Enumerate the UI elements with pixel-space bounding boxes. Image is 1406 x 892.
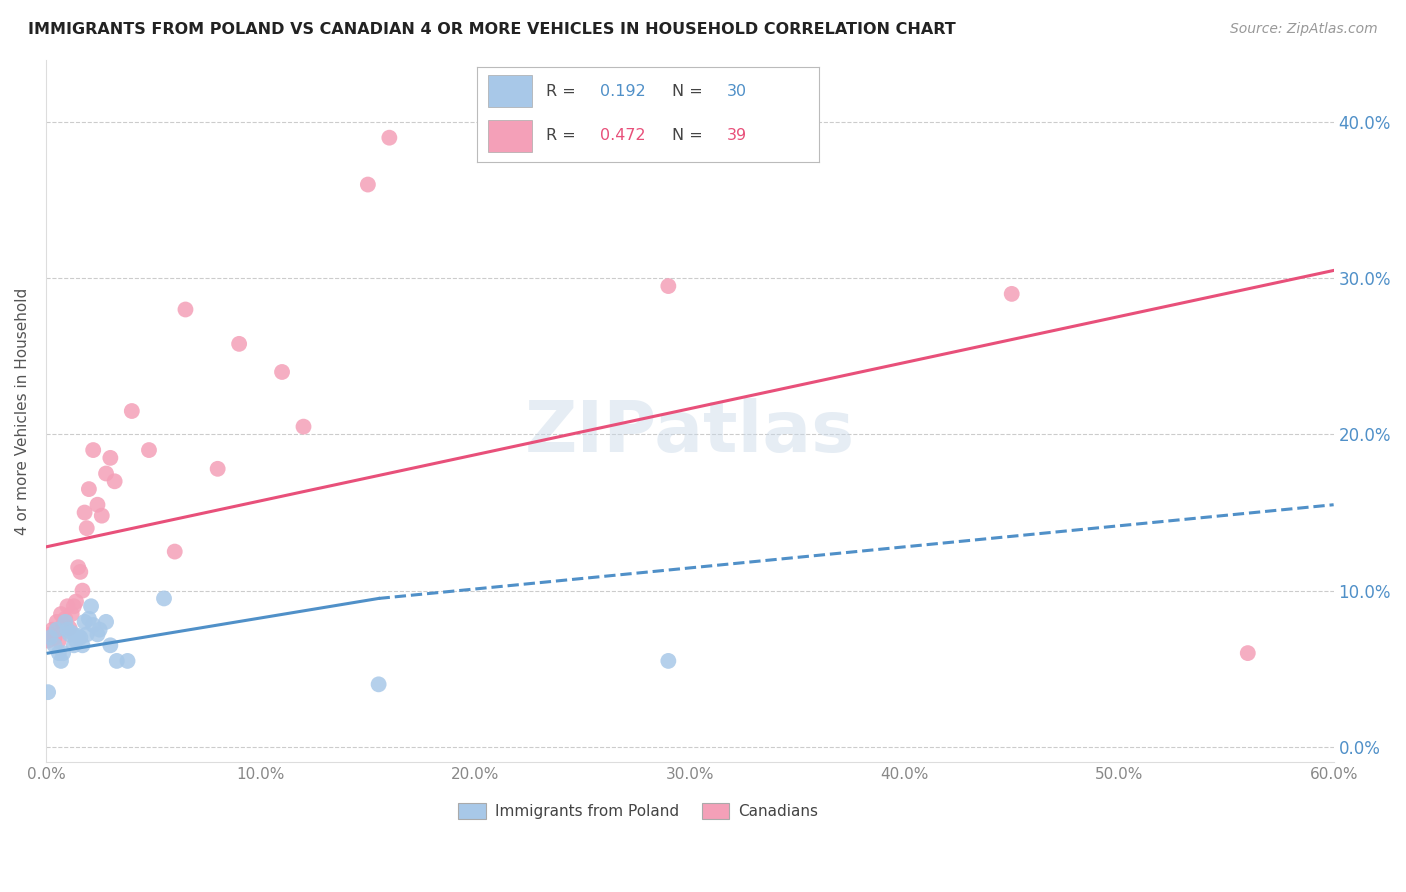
Point — [48, 633, 70, 648]
Point — [58, 621, 80, 635]
Point — [37, 685, 59, 699]
Point — [1001, 286, 1024, 301]
Point — [49, 607, 72, 621]
Point — [41, 623, 63, 637]
Point — [69, 631, 91, 645]
Point — [67, 560, 90, 574]
Point — [52, 646, 75, 660]
Point — [45, 623, 67, 637]
Point — [65, 633, 87, 648]
Point — [53, 615, 76, 629]
Text: IMMIGRANTS FROM POLAND VS CANADIAN 4 OR MORE VEHICLES IN HOUSEHOLD CORRELATION C: IMMIGRANTS FROM POLAND VS CANADIAN 4 OR … — [28, 22, 956, 37]
Point — [52, 618, 75, 632]
Point — [65, 594, 87, 608]
Point — [56, 623, 79, 637]
Text: Source: ZipAtlas.com: Source: ZipAtlas.com — [1230, 22, 1378, 37]
Point — [121, 404, 143, 418]
Point — [69, 565, 91, 579]
Point — [105, 654, 128, 668]
Point — [39, 627, 62, 641]
Point — [76, 521, 98, 535]
Point — [367, 677, 389, 691]
Legend: Immigrants from Poland, Canadians: Immigrants from Poland, Canadians — [451, 797, 824, 825]
Text: ZIPatlas: ZIPatlas — [524, 398, 855, 467]
Point — [1236, 646, 1258, 660]
Point — [82, 618, 104, 632]
Point — [44, 631, 66, 645]
Point — [60, 625, 83, 640]
Point — [45, 615, 67, 629]
Point — [271, 365, 294, 379]
Point — [104, 475, 127, 489]
Point — [44, 638, 66, 652]
Point — [80, 599, 103, 614]
Point — [67, 629, 90, 643]
Point — [77, 482, 100, 496]
Point — [77, 612, 100, 626]
Point — [98, 450, 121, 465]
Point — [117, 654, 139, 668]
Point — [39, 631, 62, 645]
Point — [72, 583, 94, 598]
Point — [228, 336, 250, 351]
Point — [48, 646, 70, 660]
Point — [89, 623, 111, 637]
Point — [657, 279, 679, 293]
Point — [86, 498, 108, 512]
Point — [98, 638, 121, 652]
Point — [86, 627, 108, 641]
Point — [174, 302, 197, 317]
Point — [138, 443, 160, 458]
Point — [207, 462, 229, 476]
Point — [72, 638, 94, 652]
Point — [73, 615, 96, 629]
Point — [58, 627, 80, 641]
Point — [73, 506, 96, 520]
Point — [292, 419, 315, 434]
Point — [153, 591, 176, 606]
Point — [60, 607, 83, 621]
Point — [94, 615, 117, 629]
Point — [37, 633, 59, 648]
Point — [56, 599, 79, 614]
Point — [90, 508, 112, 523]
Point — [53, 612, 76, 626]
Point — [657, 654, 679, 668]
Point — [357, 178, 380, 192]
Point — [82, 443, 104, 458]
Point — [378, 130, 401, 145]
Y-axis label: 4 or more Vehicles in Household: 4 or more Vehicles in Household — [15, 287, 30, 534]
Point — [94, 467, 117, 481]
Point — [49, 654, 72, 668]
Point — [76, 627, 98, 641]
Point — [63, 599, 86, 614]
Point — [63, 638, 86, 652]
Point — [163, 544, 186, 558]
